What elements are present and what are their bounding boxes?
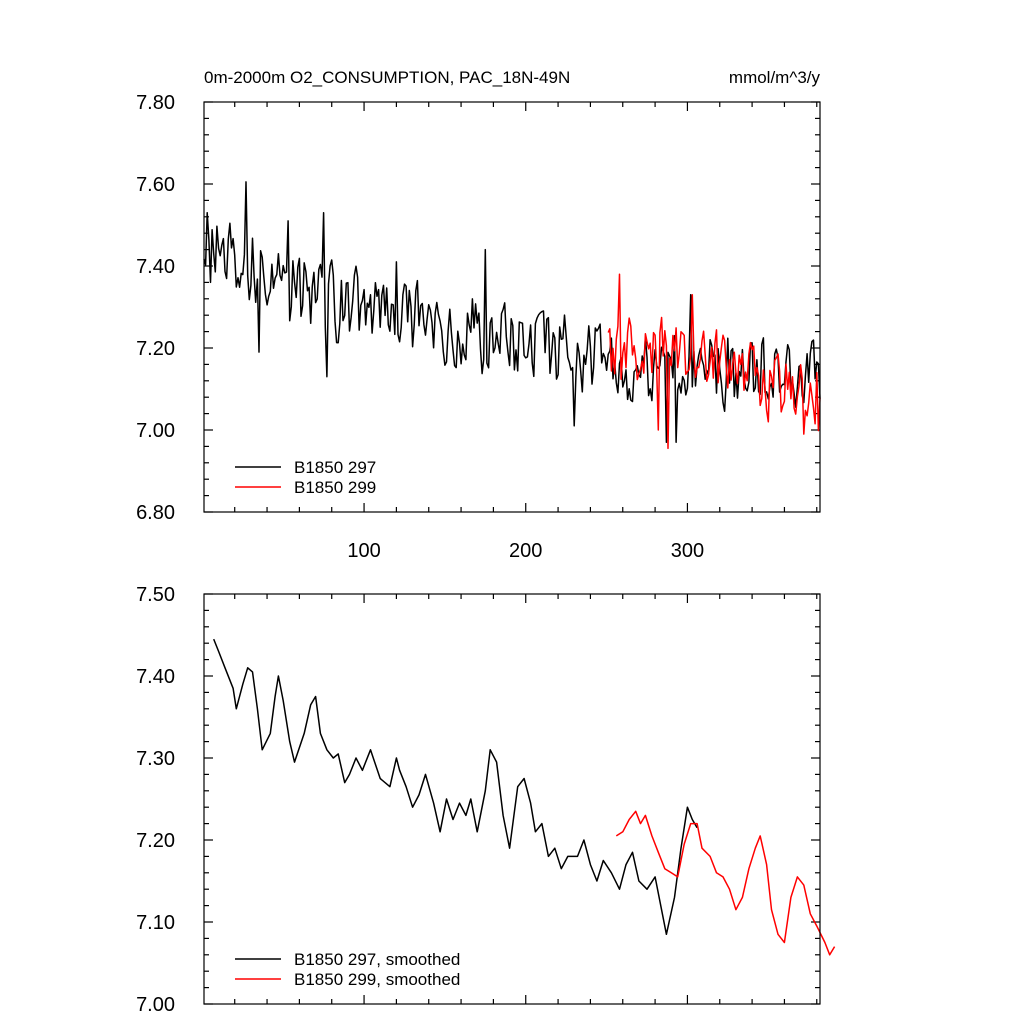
y-tick-label: 7.20: [136, 830, 175, 852]
series-line-b1850-299: [615, 810, 836, 956]
series-line-b1850-297: [203, 181, 821, 444]
y-tick-label: 7.40: [136, 256, 175, 278]
legend-label: B1850 297: [294, 458, 376, 477]
bottom-panel: 7.00 7.10 7.20 7.30 7.40 7.50 B1850 297, smoo…: [136, 584, 836, 1016]
bottom-plot-frame: [203, 593, 821, 1005]
chart-title: 0m-2000m O2_CONSUMPTION, PAC_18N-49N: [204, 68, 570, 87]
x-tick-label: 200: [509, 540, 542, 562]
x-tick-label: 100: [347, 540, 380, 562]
y-tick-label: 7.20: [136, 338, 175, 360]
y-tick-label: 7.00: [136, 994, 175, 1016]
y-tick-label: 7.80: [136, 92, 175, 114]
legend-label: B1850 299, smoothed: [294, 970, 460, 989]
top-axes: 6.80 7.00 7.20 7.40 7.60 7.80 100 200 300: [136, 92, 820, 562]
series-line-b1850-299: [607, 273, 821, 450]
y-tick-label: 7.50: [136, 584, 175, 606]
chart-units: mmol/m^3/y: [729, 68, 821, 87]
top-panel: 6.80 7.00 7.20 7.40 7.60 7.80 100 200 300 B1850 …: [136, 92, 821, 562]
y-tick-label: 7.30: [136, 748, 175, 770]
y-tick-label: 7.60: [136, 174, 175, 196]
y-tick-label: 6.80: [136, 502, 175, 524]
top-plot-frame: [203, 101, 821, 513]
series-line-b1850-297: [213, 638, 698, 936]
bottom-axes: 7.00 7.10 7.20 7.30 7.40 7.50: [136, 584, 820, 1016]
y-tick-label: 7.00: [136, 420, 175, 442]
y-tick-label: 7.40: [136, 666, 175, 688]
bottom-series-group: [213, 638, 836, 956]
legend-label: B1850 299: [294, 478, 376, 497]
y-tick-label: 7.10: [136, 912, 175, 934]
x-tick-label: 300: [671, 540, 704, 562]
legend-label: B1850 297, smoothed: [294, 950, 460, 969]
top-series-group: [203, 181, 821, 450]
